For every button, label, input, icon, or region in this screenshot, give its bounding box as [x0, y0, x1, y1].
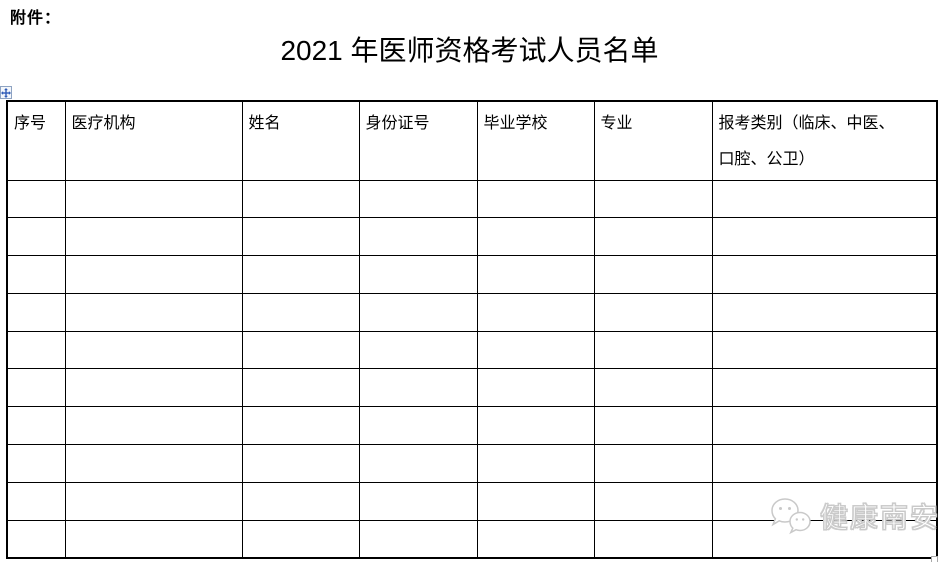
table-cell[interactable] — [593, 217, 713, 257]
table-cell[interactable] — [358, 217, 478, 257]
table-cell[interactable] — [358, 179, 478, 219]
table-cell[interactable] — [64, 179, 243, 219]
table-row — [6, 217, 938, 257]
header-seq[interactable]: 序号 — [6, 100, 66, 181]
table-cell[interactable] — [6, 292, 66, 332]
table-cell[interactable] — [6, 368, 66, 408]
table-body — [6, 179, 938, 559]
table-cell[interactable] — [241, 368, 360, 408]
page-title: 2021 年医师资格考试人员名单 — [280, 35, 659, 66]
table-cell[interactable] — [711, 179, 938, 219]
table-cell[interactable] — [476, 217, 595, 257]
table-cell[interactable] — [476, 406, 595, 446]
table-cell[interactable] — [358, 481, 478, 521]
table-cell[interactable] — [476, 444, 595, 483]
table-row — [6, 444, 938, 483]
table-cell[interactable] — [6, 330, 66, 370]
header-school[interactable]: 毕业学校 — [476, 100, 595, 181]
table-cell[interactable] — [358, 255, 478, 294]
table-cell[interactable] — [476, 292, 595, 332]
table-header: 序号 医疗机构 姓名 身份证号 毕业学校 专业 报考类别（临床、中医、口腔、公卫… — [6, 100, 938, 181]
table-cell[interactable] — [358, 368, 478, 408]
table-cell[interactable] — [241, 217, 360, 257]
table-cell[interactable] — [711, 481, 938, 521]
table-cell[interactable] — [711, 406, 938, 446]
table-row — [6, 368, 938, 408]
table-cell[interactable] — [476, 179, 595, 219]
table-cell[interactable] — [6, 217, 66, 257]
table-cell[interactable] — [358, 292, 478, 332]
table-cell[interactable] — [711, 519, 938, 559]
table-cell[interactable] — [358, 330, 478, 370]
table-move-handle[interactable] — [0, 86, 12, 99]
table-cell[interactable] — [64, 481, 243, 521]
table-row — [6, 330, 938, 370]
table-cell[interactable] — [241, 481, 360, 521]
table-cell[interactable] — [476, 255, 595, 294]
table-cell[interactable] — [593, 368, 713, 408]
table-cell[interactable] — [6, 444, 66, 483]
table-cell[interactable] — [593, 406, 713, 446]
header-category[interactable]: 报考类别（临床、中医、口腔、公卫） — [711, 100, 938, 181]
table-cell[interactable] — [593, 519, 713, 559]
table-cell[interactable] — [711, 217, 938, 257]
table-cell[interactable] — [241, 255, 360, 294]
table-cell[interactable] — [241, 292, 360, 332]
table-row — [6, 292, 938, 332]
header-major[interactable]: 专业 — [593, 100, 713, 181]
table-cell[interactable] — [64, 292, 243, 332]
move-arrows-icon — [1, 87, 11, 98]
table-cell[interactable] — [711, 330, 938, 370]
table-cell[interactable] — [241, 444, 360, 483]
table-cell[interactable] — [476, 368, 595, 408]
table-row — [6, 179, 938, 219]
table-cell[interactable] — [476, 330, 595, 370]
table-cell[interactable] — [64, 519, 243, 559]
table-resize-handle[interactable] — [931, 556, 938, 562]
table-cell[interactable] — [358, 444, 478, 483]
table-cell[interactable] — [6, 519, 66, 559]
table-row — [6, 519, 938, 559]
table-cell[interactable] — [593, 444, 713, 483]
header-id-number[interactable]: 身份证号 — [358, 100, 478, 181]
table-cell[interactable] — [711, 255, 938, 294]
table-cell[interactable] — [6, 179, 66, 219]
table-row — [6, 406, 938, 446]
table-cell[interactable] — [64, 406, 243, 446]
table-cell[interactable] — [593, 330, 713, 370]
table-cell[interactable] — [64, 330, 243, 370]
table-cell[interactable] — [241, 330, 360, 370]
table-cell[interactable] — [711, 368, 938, 408]
table-cell[interactable] — [241, 406, 360, 446]
table-cell[interactable] — [593, 179, 713, 219]
table-cell[interactable] — [476, 481, 595, 521]
attachment-label: 附件： — [10, 10, 62, 27]
table-cell[interactable] — [6, 255, 66, 294]
table-cell[interactable] — [64, 368, 243, 408]
table-cell[interactable] — [241, 179, 360, 219]
header-name[interactable]: 姓名 — [241, 100, 360, 181]
table-cell[interactable] — [593, 292, 713, 332]
table-cell[interactable] — [6, 406, 66, 446]
table-cell[interactable] — [593, 481, 713, 521]
table-cell[interactable] — [358, 406, 478, 446]
table-cell[interactable] — [241, 519, 360, 559]
table-row — [6, 481, 938, 521]
table-cell[interactable] — [64, 255, 243, 294]
table-cell[interactable] — [593, 255, 713, 294]
table-cell[interactable] — [64, 444, 243, 483]
table-cell[interactable] — [711, 444, 938, 483]
header-row: 序号 医疗机构 姓名 身份证号 毕业学校 专业 报考类别（临床、中医、口腔、公卫… — [6, 100, 938, 181]
table-cell[interactable] — [476, 519, 595, 559]
table-cell[interactable] — [358, 519, 478, 559]
table-row — [6, 255, 938, 294]
table-cell[interactable] — [6, 481, 66, 521]
table-cell[interactable] — [711, 292, 938, 332]
table-cell[interactable] — [64, 217, 243, 257]
header-institution[interactable]: 医疗机构 — [64, 100, 243, 181]
roster-table: 序号 医疗机构 姓名 身份证号 毕业学校 专业 报考类别（临床、中医、口腔、公卫… — [6, 100, 938, 559]
